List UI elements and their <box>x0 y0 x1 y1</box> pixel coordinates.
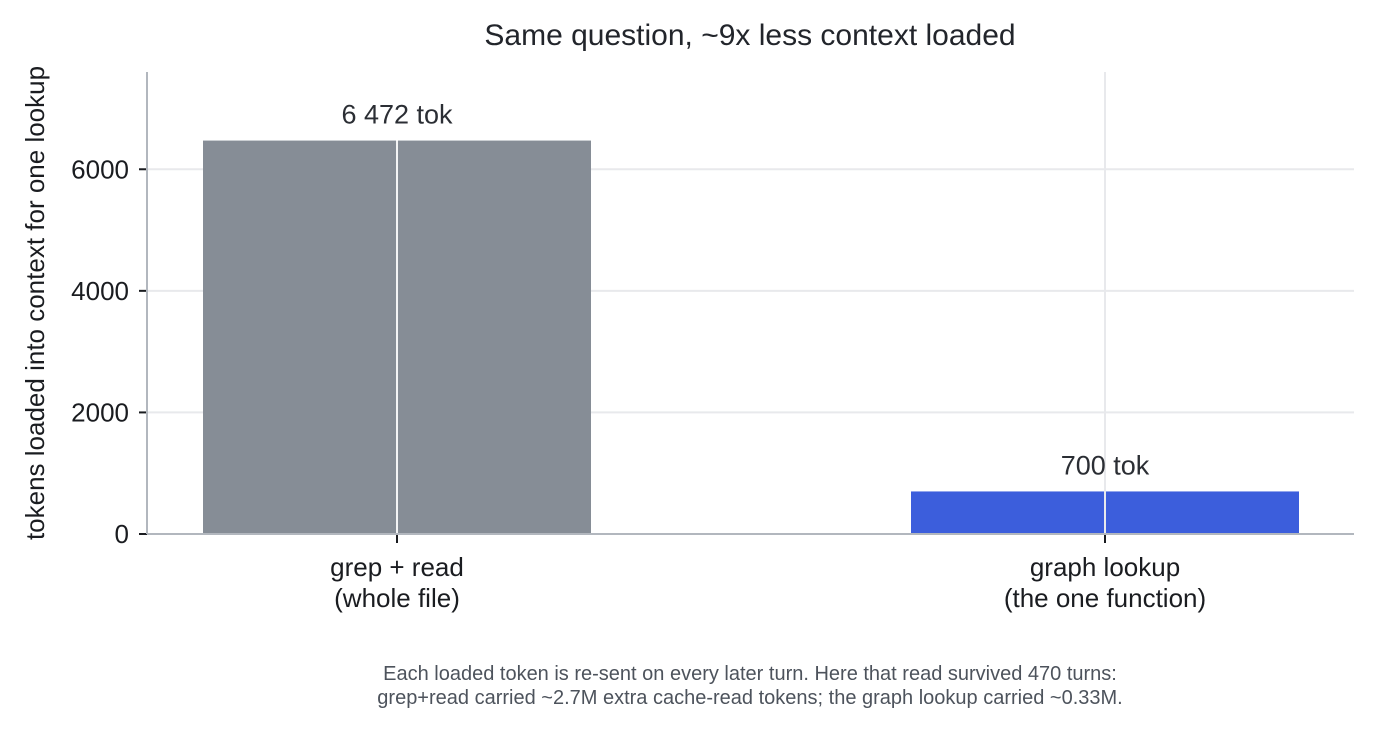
x-tick-label-line: (the one function) <box>1004 583 1206 613</box>
bar-value-label: 700 tok <box>1061 450 1150 480</box>
y-tick-label: 0 <box>115 519 129 549</box>
x-tick-label: grep + read (whole file) <box>330 552 464 613</box>
caption-line-2: grep+read carried ~2.7M extra cache-read… <box>377 687 1122 709</box>
x-tick-label-line: graph lookup <box>1030 552 1180 582</box>
y-tick-label: 6000 <box>71 154 129 184</box>
tick-labels: 0 2000 4000 6000 grep + read (whole file) grap… <box>71 154 1206 613</box>
bar-value-label: 6 472 tok <box>341 100 453 130</box>
axes <box>139 72 1354 543</box>
caption-line-1: Each loaded token is re-sent on every la… <box>383 663 1117 685</box>
y-tick-label: 2000 <box>71 397 129 427</box>
chart-title: Same question, ~9x less context loaded <box>484 19 1015 52</box>
x-tick-label-line: (whole file) <box>334 583 460 613</box>
data-labels: 6 472 tok 700 tok <box>341 100 1149 481</box>
vertical-gridlines <box>396 72 1106 534</box>
x-tick-label: graph lookup (the one function) <box>1004 552 1206 613</box>
y-tick-label: 4000 <box>71 276 129 306</box>
x-tick-label-line: grep + read <box>330 552 464 582</box>
y-axis-label: tokens loaded into context for one looku… <box>20 66 50 540</box>
